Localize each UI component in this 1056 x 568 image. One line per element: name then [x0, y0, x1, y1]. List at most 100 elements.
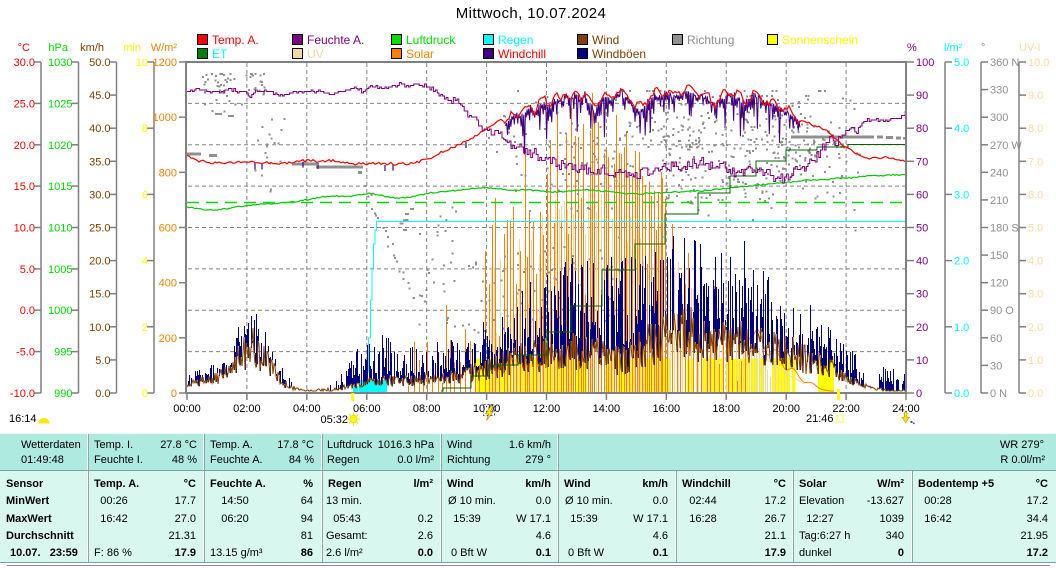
svg-text:15.0: 15.0: [14, 181, 35, 193]
svg-text:150: 150: [990, 250, 1008, 262]
svg-text:hPa: hPa: [48, 42, 68, 54]
svg-text:15.0: 15.0: [89, 289, 110, 301]
svg-text:30: 30: [916, 289, 928, 301]
svg-text:06:00: 06:00: [353, 403, 381, 415]
svg-text:5.0: 5.0: [20, 264, 35, 276]
svg-text:4.0: 4.0: [954, 123, 969, 135]
svg-text:20.0: 20.0: [14, 140, 35, 152]
svg-text:360 N: 360 N: [990, 57, 1019, 69]
svg-text:18:00: 18:00: [712, 403, 740, 415]
svg-text:4.0: 4.0: [1028, 256, 1043, 268]
svg-text:240: 240: [990, 167, 1008, 179]
svg-text:6: 6: [142, 189, 148, 201]
svg-text:1200: 1200: [153, 57, 177, 69]
svg-text:30.0: 30.0: [89, 189, 110, 201]
svg-text:3.0: 3.0: [1028, 289, 1043, 301]
svg-text:8.0: 8.0: [1028, 123, 1043, 135]
svg-text:180 S: 180 S: [990, 223, 1019, 235]
svg-text:1020: 1020: [48, 140, 72, 152]
svg-text:05:32: 05:32: [320, 414, 348, 426]
svg-text:1015: 1015: [48, 181, 72, 193]
svg-text:90 O: 90 O: [990, 305, 1014, 317]
svg-text:25.0: 25.0: [89, 223, 110, 235]
svg-text:3.0: 3.0: [954, 189, 969, 201]
svg-text:80: 80: [916, 123, 928, 135]
svg-text:60: 60: [916, 189, 928, 201]
svg-text:200: 200: [159, 333, 177, 345]
svg-text:60: 60: [990, 333, 1002, 345]
svg-text:04:00: 04:00: [293, 403, 321, 415]
svg-text:10: 10: [916, 355, 928, 367]
svg-text:35.0: 35.0: [89, 156, 110, 168]
svg-text:70: 70: [916, 156, 928, 168]
svg-text:%: %: [907, 42, 917, 54]
svg-text:5.0: 5.0: [954, 57, 969, 69]
svg-text:0 N: 0 N: [990, 388, 1007, 400]
svg-text:9.0: 9.0: [1028, 90, 1043, 102]
svg-text:12:00: 12:00: [533, 403, 561, 415]
svg-text:5.0: 5.0: [95, 355, 110, 367]
svg-text:16:14: 16:14: [9, 413, 37, 425]
svg-text:270 W: 270 W: [990, 140, 1022, 152]
svg-text:50.0: 50.0: [89, 57, 110, 69]
svg-text:995: 995: [54, 347, 72, 359]
svg-text:l/m²: l/m²: [944, 42, 963, 54]
svg-text:0.0: 0.0: [95, 388, 110, 400]
svg-text:-5.0: -5.0: [16, 347, 35, 359]
svg-text:1000: 1000: [48, 305, 72, 317]
svg-text:0.0: 0.0: [1028, 388, 1043, 400]
svg-text:8: 8: [142, 123, 148, 135]
svg-text:2.0: 2.0: [954, 256, 969, 268]
svg-text:W/m²: W/m²: [151, 42, 178, 54]
svg-text:10.0: 10.0: [1028, 57, 1049, 69]
svg-text:24:00: 24:00: [892, 403, 920, 415]
svg-text:min: min: [123, 42, 141, 54]
svg-text:300: 300: [990, 112, 1008, 124]
svg-text:6.0: 6.0: [1028, 189, 1043, 201]
svg-text:600: 600: [159, 223, 177, 235]
svg-text:10.0: 10.0: [14, 223, 35, 235]
svg-text:45.0: 45.0: [89, 90, 110, 102]
svg-text:400: 400: [159, 278, 177, 290]
svg-text:02:00: 02:00: [233, 403, 261, 415]
svg-text:1025: 1025: [48, 98, 72, 110]
svg-text:10.0: 10.0: [89, 322, 110, 334]
svg-text:km/h: km/h: [80, 42, 104, 54]
svg-text:330: 330: [990, 85, 1008, 97]
svg-text:16:00: 16:00: [653, 403, 681, 415]
svg-text:90: 90: [916, 90, 928, 102]
svg-text:4: 4: [142, 256, 148, 268]
svg-text:0.0: 0.0: [954, 388, 969, 400]
svg-text:UV-I: UV-I: [1019, 42, 1040, 54]
svg-text:2.0: 2.0: [1028, 322, 1043, 334]
svg-text:100: 100: [916, 57, 934, 69]
svg-text:7.0: 7.0: [1028, 156, 1043, 168]
svg-text:°C: °C: [18, 42, 30, 54]
svg-text:-10.0: -10.0: [10, 388, 35, 400]
svg-text:30: 30: [990, 360, 1002, 372]
svg-text:1000: 1000: [153, 112, 177, 124]
svg-text:0: 0: [142, 388, 148, 400]
svg-text:00:00: 00:00: [173, 403, 201, 415]
svg-text:1.0: 1.0: [1028, 355, 1043, 367]
svg-text:0: 0: [171, 388, 177, 400]
svg-text:1.0: 1.0: [954, 322, 969, 334]
svg-text:08:00: 08:00: [413, 403, 441, 415]
svg-text:1030: 1030: [48, 57, 72, 69]
svg-text:210: 210: [990, 195, 1008, 207]
svg-text:800: 800: [159, 167, 177, 179]
svg-text:20.0: 20.0: [89, 256, 110, 268]
svg-text:20:00: 20:00: [772, 403, 800, 415]
svg-text:14:00: 14:00: [593, 403, 621, 415]
svg-text:°: °: [981, 42, 985, 54]
svg-text:0: 0: [916, 388, 922, 400]
svg-text:990: 990: [54, 388, 72, 400]
svg-text:120: 120: [990, 278, 1008, 290]
svg-text:21:46: 21:46: [806, 413, 834, 425]
svg-text:20: 20: [916, 322, 928, 334]
svg-text:1010: 1010: [48, 223, 72, 235]
svg-text:22:00: 22:00: [832, 403, 860, 415]
svg-text:40.0: 40.0: [89, 123, 110, 135]
svg-text:30.0: 30.0: [14, 57, 35, 69]
svg-text:40: 40: [916, 256, 928, 268]
